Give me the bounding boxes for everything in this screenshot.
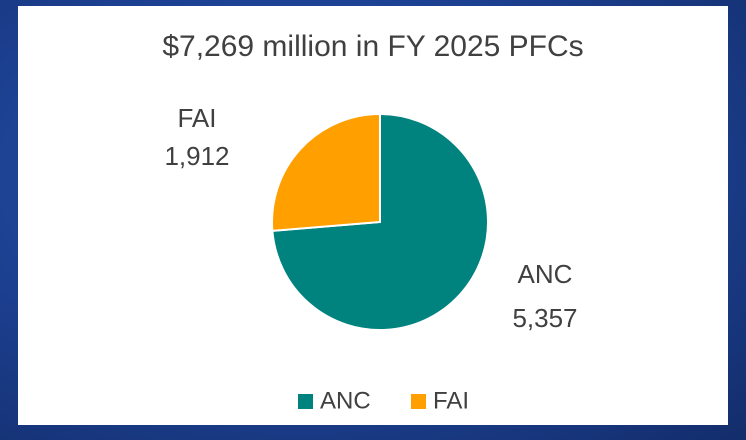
legend-swatch xyxy=(298,394,313,409)
pie-slice xyxy=(271,112,381,232)
slice-value: 5,357 xyxy=(512,303,577,333)
legend-label: ANC xyxy=(320,387,371,414)
slice-value: 1,912 xyxy=(164,141,229,171)
slice-label: FAI xyxy=(177,103,216,133)
legend-label: FAI xyxy=(433,387,469,414)
chart-title: $7,269 million in FY 2025 PFCs xyxy=(162,30,583,63)
slice-label: ANC xyxy=(518,259,573,289)
legend-swatch xyxy=(411,394,426,409)
